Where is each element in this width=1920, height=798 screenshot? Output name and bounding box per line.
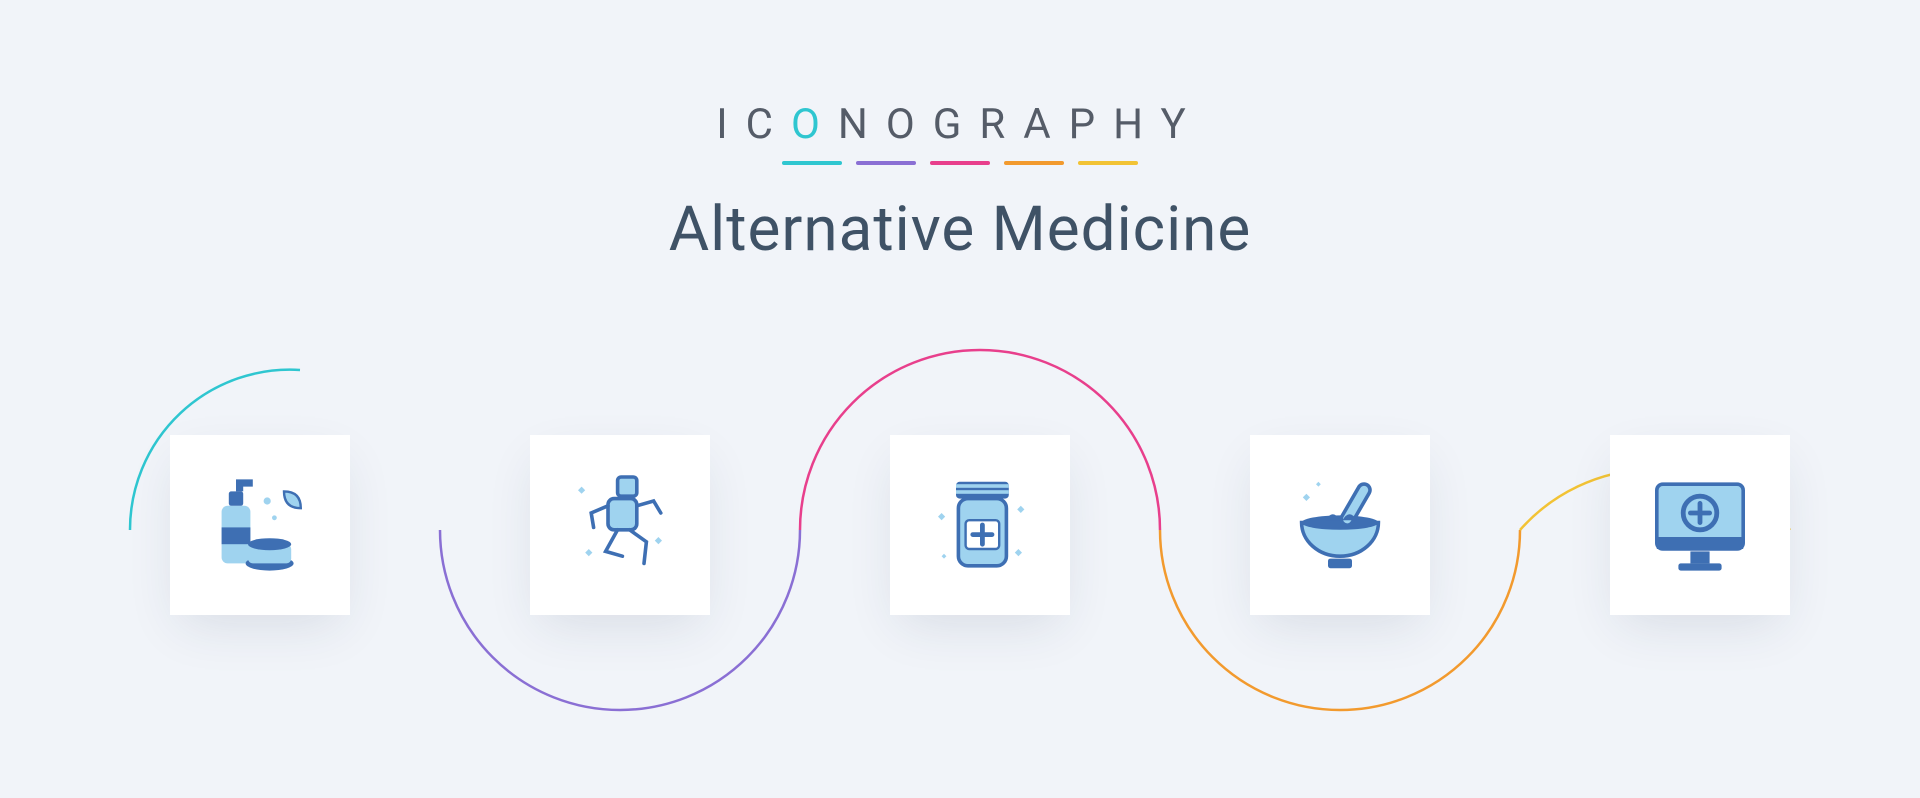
- running-person-icon: [560, 465, 680, 585]
- underline-segment: [930, 161, 990, 165]
- tile-monitor: [1610, 435, 1790, 615]
- underline-segment: [1004, 161, 1064, 165]
- brand-prefix: IC: [716, 100, 791, 149]
- tile-mortar: [1250, 435, 1430, 615]
- brand-accent: O: [791, 100, 838, 149]
- brand-wordmark: ICONOGRAPHY: [0, 100, 1920, 149]
- page: ICONOGRAPHY Alternative Medicine: [0, 0, 1920, 798]
- tile-medicine-bottle: [890, 435, 1070, 615]
- page-title: Alternative Medicine: [0, 193, 1920, 266]
- tile-runner: [530, 435, 710, 615]
- medical-monitor-icon: [1640, 465, 1760, 585]
- underline-segment: [856, 161, 916, 165]
- tile-lotion: [170, 435, 350, 615]
- underline-segment: [1078, 161, 1138, 165]
- header: ICONOGRAPHY Alternative Medicine: [0, 100, 1920, 266]
- medicine-bottle-icon: [920, 465, 1040, 585]
- brand-suffix: NOGRAPHY: [838, 100, 1204, 149]
- brand-underline: [0, 161, 1920, 165]
- mortar-pestle-icon: [1280, 465, 1400, 585]
- lotion-cream-icon: [200, 465, 320, 585]
- underline-segment: [782, 161, 842, 165]
